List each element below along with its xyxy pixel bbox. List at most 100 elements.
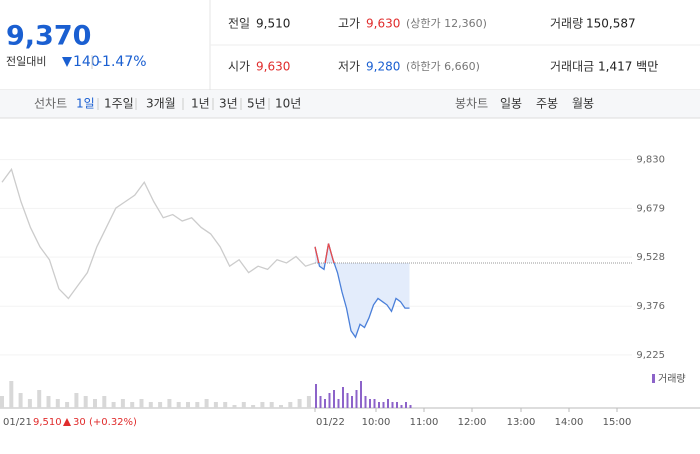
y-tick-label: 9,679 xyxy=(636,203,665,214)
volume-bar xyxy=(369,399,371,408)
stat-label: 전일 xyxy=(228,17,250,31)
x-tick-label: 12:00 xyxy=(458,417,487,428)
tab[interactable]: 주봉 xyxy=(536,97,558,111)
volume-bar xyxy=(360,381,362,408)
volume-bar xyxy=(65,402,70,408)
volume-bar xyxy=(328,393,331,408)
volume-bar xyxy=(319,396,322,408)
volume-bar xyxy=(158,402,163,408)
tab-label: 선차트 xyxy=(34,97,67,111)
tab[interactable]: 3년 xyxy=(219,97,238,111)
y-tick-label: 9,225 xyxy=(636,350,665,361)
x-tick-label: 11:00 xyxy=(410,417,439,428)
change-pct: -1.47% xyxy=(97,54,147,70)
tab[interactable]: 1일 xyxy=(76,97,95,111)
price-line xyxy=(1,167,316,300)
volume-bar xyxy=(405,402,407,408)
x-tick-label: 15:00 xyxy=(603,417,632,428)
volume-bar xyxy=(27,399,32,408)
volume-bar xyxy=(337,399,340,408)
x-tick-label: 10:00 xyxy=(362,417,391,428)
stat-label: 시가 xyxy=(228,60,250,74)
stat-value: 9,280 xyxy=(366,60,400,74)
volume-bar xyxy=(409,405,412,408)
y-tick-label: 9,528 xyxy=(636,252,665,263)
volume-bar xyxy=(167,399,172,408)
stat-label: 거래량 xyxy=(550,17,583,31)
price: 9,370 xyxy=(6,21,91,52)
stat-value: 150,587 xyxy=(586,17,636,31)
x-tick-label: 14:00 xyxy=(555,417,584,428)
down-icon xyxy=(62,57,72,67)
stat-label: 거래대금 xyxy=(550,60,594,74)
footer-change: 30 xyxy=(73,417,86,428)
volume-bar xyxy=(18,393,23,408)
volume-bar xyxy=(241,402,246,408)
volume-bar xyxy=(213,402,218,408)
volume-bar xyxy=(232,405,237,408)
volume-bar xyxy=(391,402,394,408)
stat-value: 1,417 백만 xyxy=(598,60,658,74)
up-icon xyxy=(63,418,71,426)
tab[interactable]: 월봉 xyxy=(572,97,594,111)
volume-bar xyxy=(260,402,265,408)
stat-label: 고가 xyxy=(338,17,360,31)
volume-bar xyxy=(148,402,153,408)
volume-bar xyxy=(364,396,367,408)
volume-bar xyxy=(111,402,116,408)
footer-change-pct: (+0.32%) xyxy=(89,417,137,428)
volume-bar xyxy=(46,396,51,408)
price-line-above xyxy=(314,243,335,263)
volume-bar xyxy=(279,405,283,408)
stat-label: 저가 xyxy=(338,60,360,74)
volume-bar xyxy=(37,390,42,408)
volume-bar xyxy=(55,399,60,408)
tab[interactable]: 5년 xyxy=(247,97,266,111)
volume-bar xyxy=(83,396,88,408)
volume-bar xyxy=(324,399,326,408)
volume-bar xyxy=(351,396,353,408)
stat-extra: (상한가 12,360) xyxy=(406,17,487,30)
footer-close: 9,510 xyxy=(33,417,62,428)
tab-label: 봉차트 xyxy=(455,97,488,111)
x-tick-label: 13:00 xyxy=(507,417,536,428)
volume-bar xyxy=(204,399,209,408)
tab[interactable]: 1주일 xyxy=(104,97,134,111)
stat-extra: (하한가 6,660) xyxy=(406,59,480,73)
volume-bar xyxy=(297,399,302,408)
stat-value: 9,630 xyxy=(366,17,400,31)
y-tick-label: 9,830 xyxy=(636,155,665,166)
volume-bar xyxy=(223,402,228,408)
tab[interactable]: 일봉 xyxy=(500,97,522,111)
volume-bar xyxy=(333,390,335,408)
volume-bar xyxy=(251,405,256,408)
volume-bar xyxy=(373,399,376,408)
volume-bar xyxy=(396,402,398,408)
y-tick-label: 9,376 xyxy=(636,301,665,312)
change: 140 xyxy=(73,54,100,70)
volume-bar xyxy=(400,405,403,408)
legend-swatch xyxy=(652,374,655,383)
volume-bar xyxy=(288,402,293,408)
volume-bar xyxy=(130,402,135,408)
area xyxy=(315,243,410,338)
stat-value: 9,630 xyxy=(256,60,290,74)
footer-date: 01/21 xyxy=(3,417,32,428)
tab[interactable]: 10년 xyxy=(275,97,301,111)
tab-bar xyxy=(0,90,700,118)
volume-bar xyxy=(387,399,389,408)
volume-bar xyxy=(382,402,385,408)
tab[interactable]: 1년 xyxy=(191,97,210,111)
volume-bar xyxy=(0,396,4,408)
tab[interactable]: 3개월 xyxy=(146,97,176,111)
volume-bar xyxy=(342,387,344,408)
volume-bar xyxy=(195,402,200,408)
volume-bar xyxy=(139,399,144,408)
volume-bar xyxy=(9,381,14,408)
volume-bar xyxy=(102,396,107,408)
volume-bar xyxy=(306,396,311,408)
volume-bar xyxy=(120,399,125,408)
volume-bar xyxy=(346,393,349,408)
